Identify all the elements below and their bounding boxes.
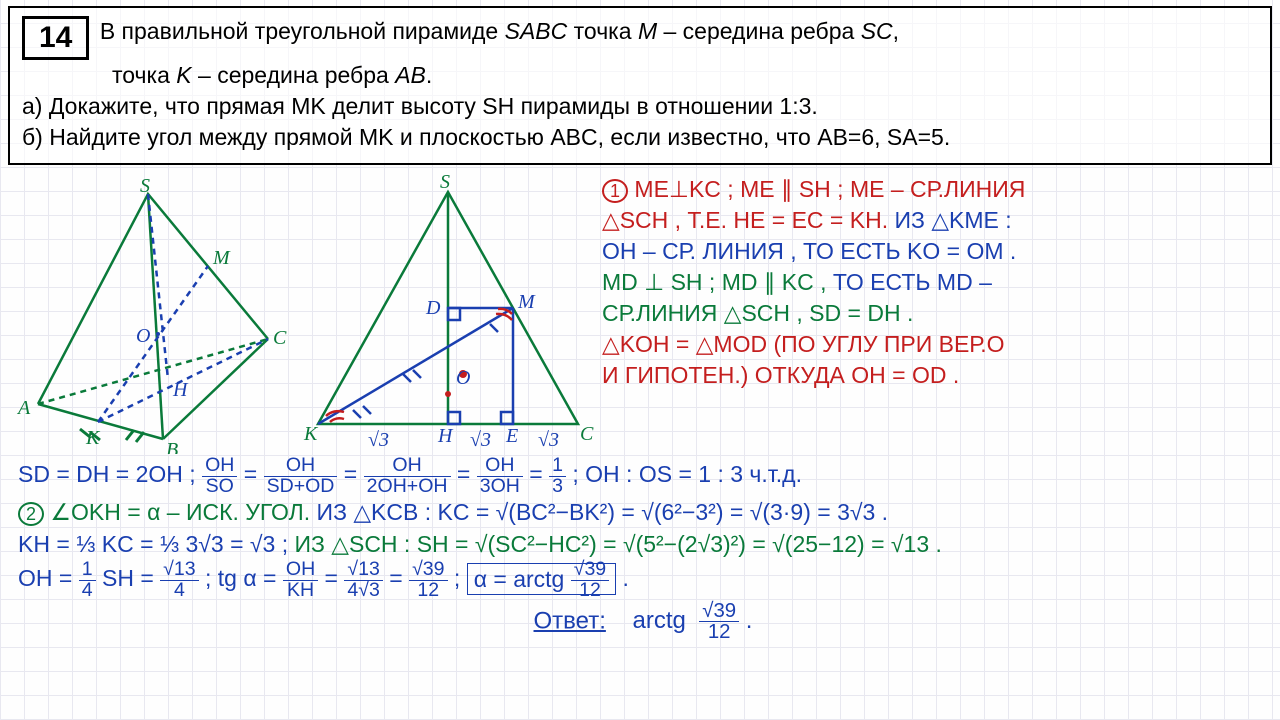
answer: Ответ: arctg √3912 . [18,601,1268,643]
part-a: а) Докажите, что прямая MK делит высоту … [22,93,818,119]
svg-text:A: A [16,397,31,419]
svg-text:K: K [303,423,319,445]
svg-text:D: D [425,297,441,319]
problem-text: В правильной треугольной пирамиде SABC т… [22,18,950,150]
svg-text:S: S [440,174,450,193]
svg-text:M: M [212,247,231,269]
figure-pyramid-3d: S A B C M K H O [8,174,298,454]
svg-text:K: K [85,427,101,449]
svg-text:E: E [505,425,518,447]
svg-text:H: H [172,379,189,401]
solution-area: S A B C M K H O [0,170,1280,720]
figure-cross-section: S K C H E M D O √3 √3 √3 [298,174,598,454]
svg-text:√3: √3 [538,429,559,451]
figures: S A B C M K H O [8,174,598,454]
svg-text:B: B [166,439,178,454]
svg-text:O: O [456,367,470,389]
problem-number: 14 [22,16,89,60]
part-b: б) Найдите угол между прямой MK и плоско… [22,124,950,150]
svg-text:S: S [140,175,150,197]
solution-full-width: SD = DH = 2OH ; OHSO = OHSD+OD = OH2OH+O… [8,454,1272,642]
problem-statement: 14 В правильной треугольной пирамиде SAB… [8,6,1272,165]
svg-text:√3: √3 [470,429,491,451]
svg-text:C: C [580,423,594,445]
svg-text:C: C [273,327,287,349]
svg-text:√3: √3 [368,429,389,451]
svg-text:H: H [437,425,454,447]
svg-text:M: M [517,291,536,313]
svg-text:O: O [136,325,150,347]
solution-right-column: 1 ME⊥KC ; ME ∥ SH ; ME – СР.ЛИНИЯ △SCH ,… [598,174,1272,454]
